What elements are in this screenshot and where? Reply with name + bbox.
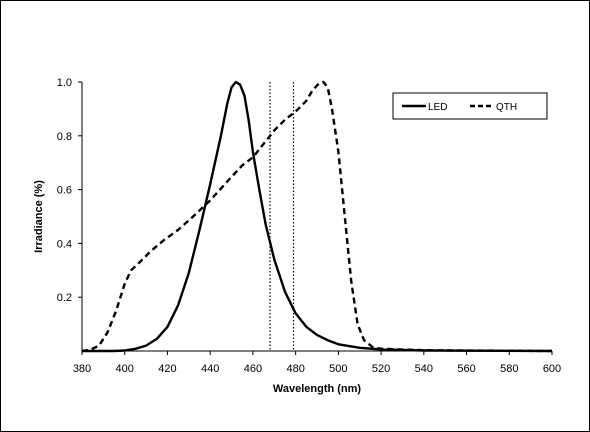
y-tick-label: 0.8 [57, 131, 72, 143]
x-tick-label: 400 [116, 363, 134, 375]
x-tick-label: 460 [244, 363, 262, 375]
series-line-led [82, 80, 553, 353]
x-tick-label: 440 [201, 363, 219, 375]
axes [78, 81, 553, 355]
y-tick-label: 0.2 [57, 292, 72, 304]
y-axis-label: Irradiance (%) [33, 180, 45, 253]
x-tick-label: 380 [73, 363, 91, 375]
series-layer [81, 80, 553, 353]
x-tick-label: 420 [158, 363, 176, 375]
x-tick-label: 600 [543, 363, 561, 375]
x-tick-label: 540 [415, 363, 433, 375]
legend-label-led: LED [428, 102, 447, 113]
x-tick-label: 480 [286, 363, 304, 375]
x-tick-label: 500 [329, 363, 347, 375]
reference-lines [269, 82, 295, 351]
legend-label-qth: QTH [496, 102, 517, 113]
x-tick-label: 520 [372, 363, 390, 375]
x-tick-label: 580 [500, 363, 518, 375]
series-line-qth [81, 80, 553, 353]
x-tick-labels: 380 400 420 440 460 480 500 520 540 560 580 600 [73, 363, 561, 375]
y-tick-label: 0.4 [57, 238, 72, 250]
y-tick-label: 1.0 [57, 77, 72, 89]
x-axis-label: Wavelength (nm) [273, 383, 362, 395]
x-tick-label: 560 [457, 363, 475, 375]
y-tick-label: 0.6 [57, 185, 72, 197]
legend: LED QTH [392, 92, 548, 120]
y-tick-labels: 0.2 0.4 0.6 0.8 1.0 [57, 77, 72, 304]
